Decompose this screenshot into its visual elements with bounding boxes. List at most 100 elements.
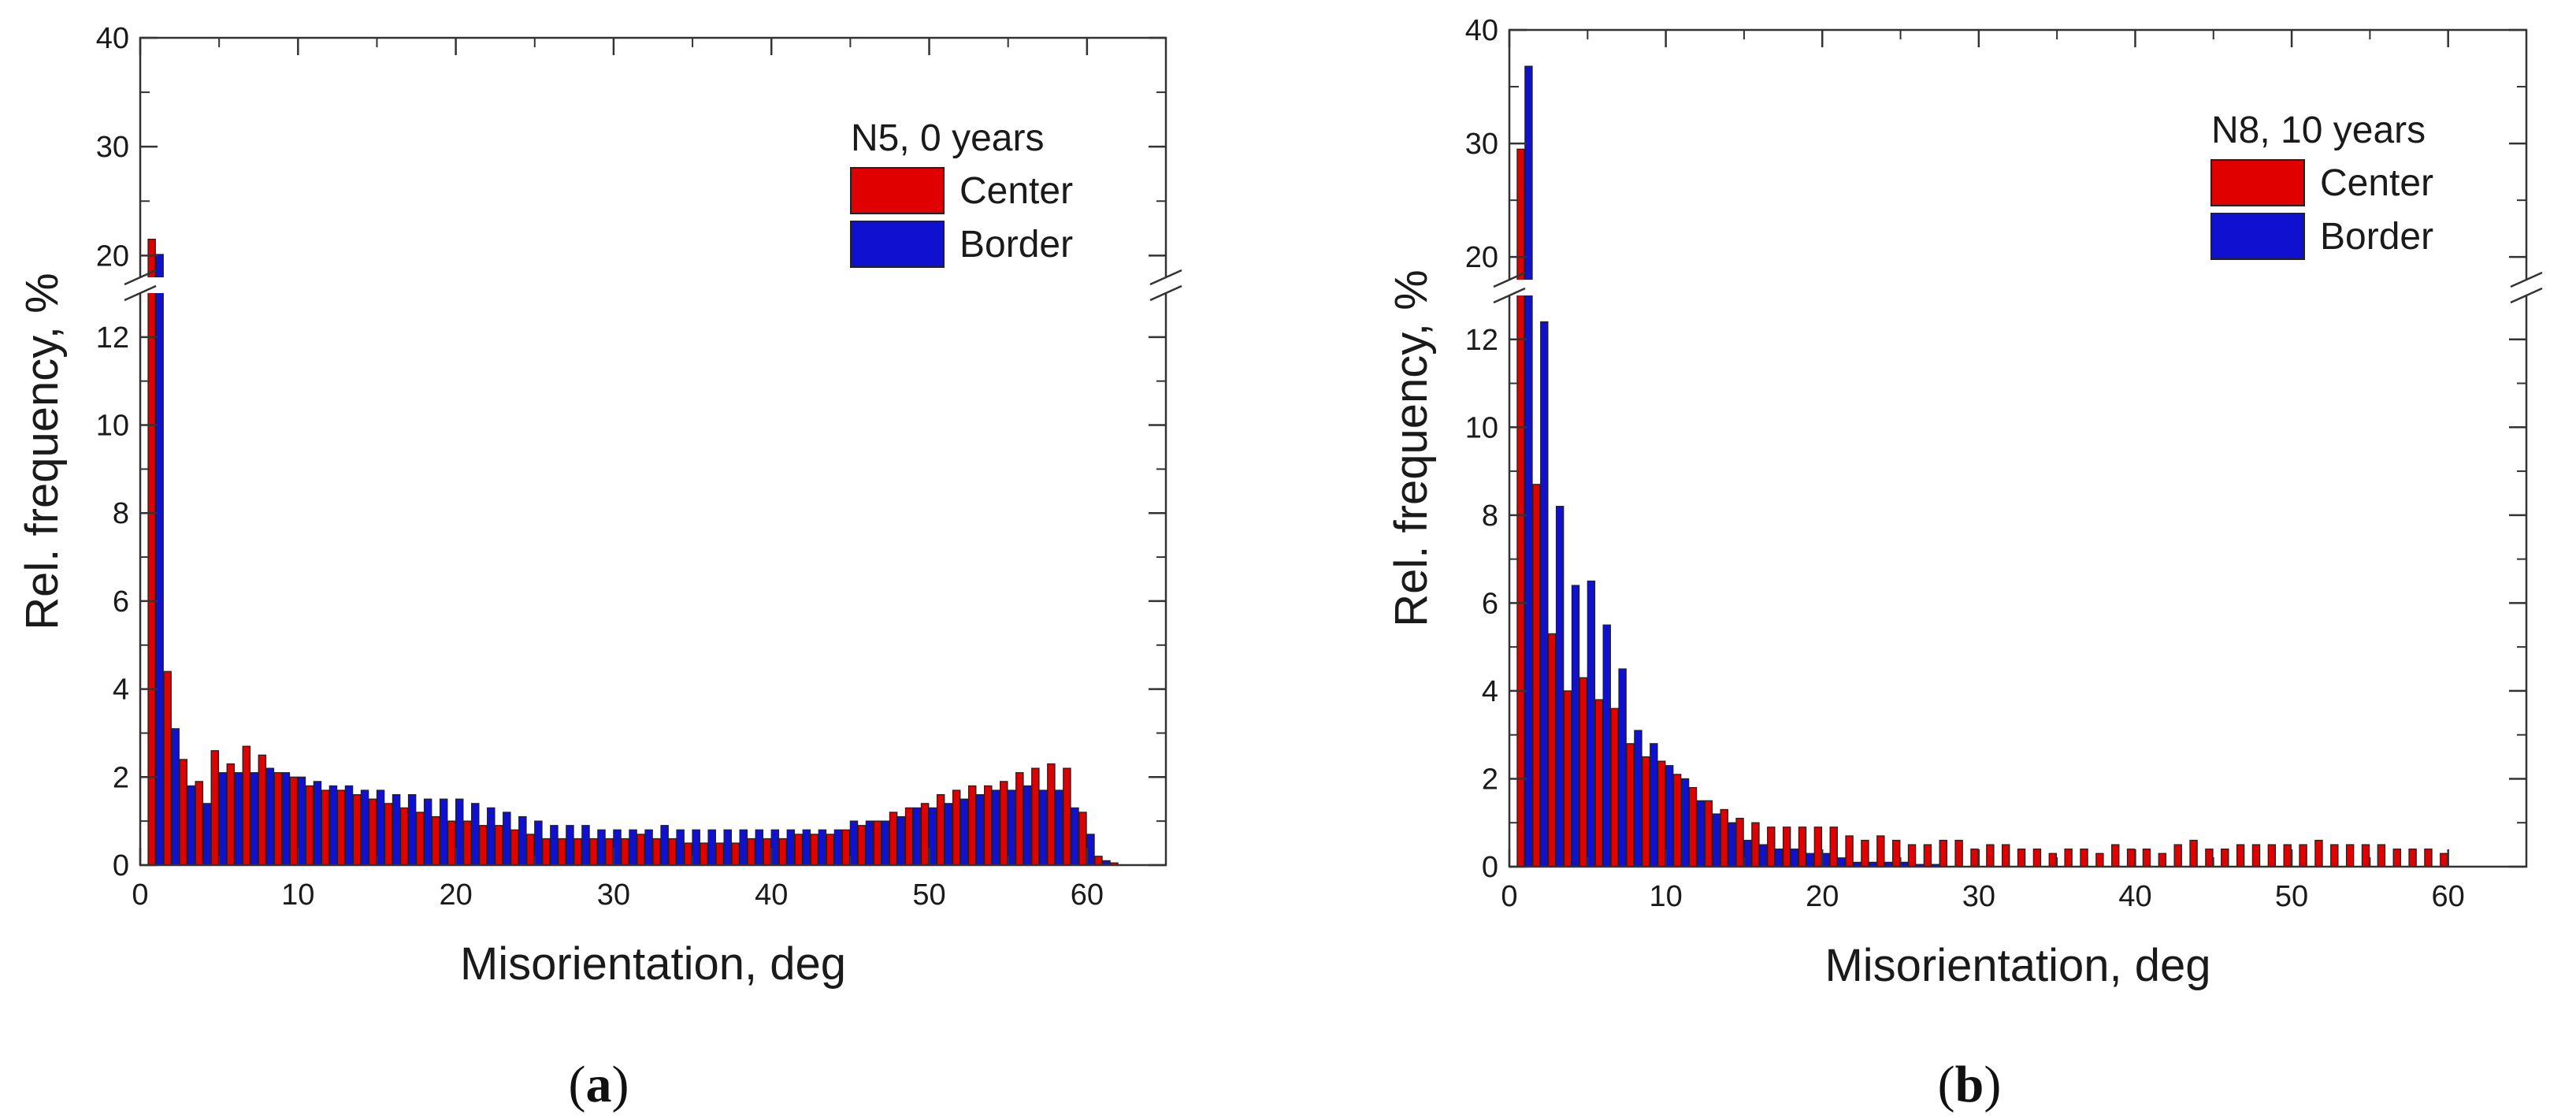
bar-border [1555, 506, 1565, 867]
bar-border [376, 789, 385, 866]
bar-center [2017, 849, 2026, 867]
bar-center [637, 834, 645, 866]
legend-title: N8, 10 years [2211, 110, 2426, 151]
bar-center [336, 789, 346, 866]
bar-center [462, 820, 472, 866]
bar-border [407, 794, 417, 866]
bar-border [1728, 822, 1736, 867]
y-axis-title: Rel. frequency, % [1386, 269, 1437, 626]
bar-border [297, 776, 306, 866]
bar-center [1782, 826, 1791, 867]
bar-center [873, 820, 882, 866]
bar-border [849, 820, 859, 866]
bar-center [684, 842, 692, 866]
bar-border [392, 794, 401, 866]
bar-border [660, 825, 669, 866]
bar-border [896, 815, 906, 866]
bar-border [518, 815, 527, 866]
bar-center [2299, 844, 2307, 867]
bar-center [984, 785, 993, 866]
bar-center [731, 842, 741, 866]
axis-break-gap [117, 277, 1190, 293]
bar-center [2377, 844, 2386, 867]
x-axis-title: Misorientation, deg [1824, 940, 2210, 991]
bar-border [487, 807, 496, 866]
bar-border [250, 772, 259, 866]
bar-center [1672, 774, 1682, 867]
y-tick-label: 6 [113, 585, 129, 618]
bar-border [833, 829, 843, 866]
bar-center [904, 807, 914, 866]
x-tick-label: 40 [755, 878, 788, 912]
x-tick-label: 10 [1649, 880, 1682, 913]
bar-border [644, 829, 653, 866]
bar-center [2158, 852, 2167, 867]
bar-center [2001, 844, 2010, 867]
bar-border [818, 829, 827, 866]
bar-center [1078, 812, 1087, 866]
bar-border [550, 825, 559, 866]
bar-center [1688, 786, 1698, 867]
x-tick-label: 30 [1962, 880, 1995, 913]
bar-border [770, 829, 780, 866]
bar-center [1986, 844, 1995, 867]
bar-border [202, 803, 211, 866]
bar-center [1876, 835, 1885, 867]
chart-panel-b: 0 10 20 30 40 50 60 0 2 4 6 8 10 12 20 30 40 Misorientati… [1386, 14, 2550, 1113]
y-tick-label: 0 [113, 849, 129, 882]
bar-center [1720, 808, 1728, 867]
y-tick-label: 12 [1465, 324, 1498, 357]
bar-center [2251, 844, 2261, 867]
bar-border [975, 794, 985, 866]
bar-center [195, 781, 203, 866]
y-tick-label: 0 [1482, 851, 1498, 884]
bar-center [2267, 844, 2277, 867]
bars-group [1516, 65, 2448, 867]
bar-border [328, 785, 338, 866]
bar-border [503, 812, 511, 866]
y-tick-label: 40 [1465, 14, 1498, 47]
bar-border [566, 825, 574, 866]
bar-border [439, 798, 448, 866]
bar-border [707, 829, 716, 866]
legend-swatch-center [2210, 159, 2305, 206]
bar-center [1000, 781, 1008, 866]
bar-center [589, 838, 598, 866]
bar-center [1813, 826, 1823, 867]
bar-center [2142, 849, 2151, 867]
bar-center [1563, 690, 1572, 867]
bar-border [1774, 849, 1784, 867]
bar-center [210, 750, 220, 866]
bar-border [597, 829, 606, 866]
y-tick-label: 10 [96, 410, 129, 443]
bar-center [2440, 852, 2448, 867]
bar-center [2221, 849, 2229, 867]
x-tick-label: 60 [2432, 880, 2465, 913]
y-tick-label: 2 [113, 761, 129, 794]
bar-center [163, 670, 172, 866]
axis-break-gap [1486, 280, 2550, 295]
bar-center [415, 812, 425, 866]
y-tick-label: 8 [1482, 500, 1498, 533]
bar-center [2205, 849, 2214, 867]
bar-center [510, 829, 519, 866]
legend-swatch-border [2210, 213, 2305, 260]
bar-border [723, 829, 733, 866]
bar-center [147, 238, 156, 866]
bar-center [1031, 767, 1040, 866]
bar-center [967, 785, 977, 866]
bar-center [1907, 844, 1917, 867]
y-tick-label: 10 [1465, 411, 1498, 444]
bar-center [778, 838, 788, 866]
bar-center [1861, 839, 1869, 867]
bar-center [1094, 856, 1103, 866]
panel-label: (b) [1938, 1056, 2002, 1113]
bar-center [573, 838, 582, 866]
x-tick-label: 0 [1501, 880, 1517, 913]
bar-border [281, 772, 291, 866]
x-tick-label: 60 [1071, 878, 1104, 912]
bar-center [242, 745, 251, 866]
bar-center [2314, 839, 2323, 867]
bar-center [889, 812, 898, 866]
bar-center [1891, 839, 1901, 867]
